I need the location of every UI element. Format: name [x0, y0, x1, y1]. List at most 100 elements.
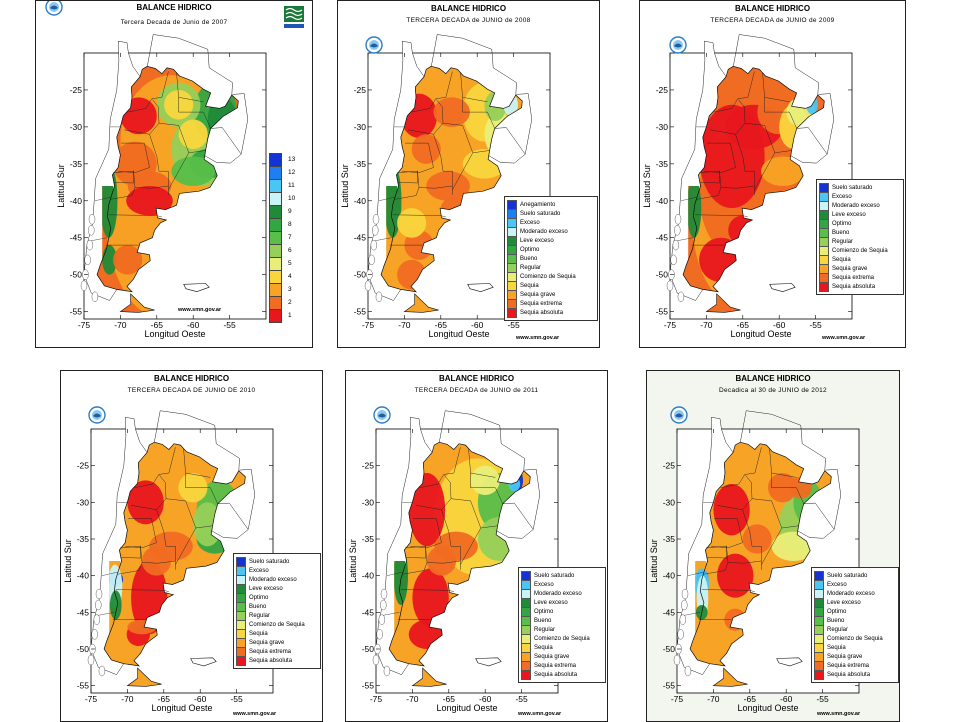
legend-item: Sequia absoluta	[519, 669, 605, 680]
legend-label: 4	[288, 273, 292, 280]
panel-subtitle: TERCERA DECADA de JUNIO de 2008	[406, 17, 531, 24]
panel-title: BALANCE HIDRICO	[136, 3, 212, 12]
legend-item: Optimo	[519, 606, 605, 617]
y-axis-label: Latitud Sur	[340, 164, 350, 208]
legend-item: 5	[269, 256, 295, 271]
legend-item: Sequia absoluta	[505, 307, 597, 318]
legend-item: Exceso	[505, 217, 597, 228]
legend-label: Sequia grave	[249, 639, 285, 646]
legend-item: Sequia extrema	[234, 646, 320, 657]
x-tick-label: -65	[151, 320, 164, 330]
legend-label: Regular	[827, 626, 849, 633]
legend-label: Sequia	[827, 644, 846, 651]
legend-item: Comienzo de Sequia	[817, 245, 903, 256]
legend-item: Bueno	[234, 601, 320, 612]
legend-label: Optimo	[249, 594, 269, 601]
legend-swatch	[269, 204, 282, 219]
legend-item: Exceso	[234, 565, 320, 576]
legend-item: 4	[269, 269, 295, 284]
legend-swatch	[269, 282, 282, 297]
legend-item: Bueno	[817, 227, 903, 238]
y-tick-label: -25	[77, 461, 90, 471]
y-tick-label: -30	[70, 122, 83, 132]
legend-label: Regular	[534, 626, 556, 633]
legend-swatch	[269, 217, 282, 232]
legend-label: Moderado exceso	[520, 228, 568, 235]
legend-label: Regular	[520, 264, 542, 271]
argentina-outline	[682, 65, 825, 293]
legend-label: Leve exceso	[520, 237, 554, 244]
x-tick-label: -55	[223, 320, 236, 330]
panel-subtitle: TERCERA DECADA de JUNIO de 2009	[710, 17, 835, 24]
legend-swatch	[269, 256, 282, 271]
legend-item: Regular	[812, 624, 898, 635]
y-tick-label: -45	[656, 233, 669, 243]
legend-label: Comienzo de Sequia	[249, 621, 305, 628]
province-borders	[371, 71, 495, 246]
legend-numeric: 13 12 11 10 9 8 7 6 5 4 3 2 1	[269, 152, 295, 323]
y-tick-label: -30	[354, 122, 367, 132]
legend-label: Leve exceso	[249, 585, 283, 592]
y-tick-label: -35	[354, 159, 367, 169]
map-svg: -75 -70 -65 -60 -55 -25 -30 -35 -40 -45 -50 -55 Long…	[340, 34, 551, 339]
argentina-outline	[380, 65, 523, 293]
map-panel-2012: BALANCE HIDRICO Decadica al 30 de JUNIO d…	[646, 370, 900, 722]
panel-subtitle: TERCERA DECADA DE JUNIO DE 2010	[127, 387, 256, 394]
y-tick-label: -40	[77, 571, 90, 581]
source-url: www.smn.gov.ar	[178, 307, 222, 313]
y-tick-label: -25	[354, 85, 367, 95]
legend-label: Sequia grave	[520, 291, 556, 298]
legend-item: Sequia grave	[519, 651, 605, 662]
institution-flag-logo	[284, 6, 304, 28]
x-tick-label: -65	[435, 320, 448, 330]
panel-subtitle: TERCERA DECADA de JUNIO de 2011	[414, 387, 539, 394]
province-borders	[87, 71, 211, 246]
legend-item: Sequia	[812, 642, 898, 653]
legend-swatch	[269, 308, 282, 323]
legend-label: Optimo	[520, 246, 540, 253]
legend-label: Sequia extrema	[534, 662, 577, 669]
legend-item: Suelo saturado	[817, 182, 903, 193]
x-tick-label: -55	[816, 694, 829, 704]
malvinas-outline	[467, 283, 494, 293]
legend-swatch	[269, 191, 282, 206]
legend-item: Moderado exceso	[812, 588, 898, 599]
legend-swatch	[269, 165, 282, 180]
x-tick-label: -55	[230, 694, 243, 704]
province-borders	[680, 447, 804, 620]
legend-item: Comienzo de Sequia	[519, 633, 605, 644]
legend-item: Optimo	[812, 606, 898, 617]
y-tick-label: -35	[663, 534, 676, 544]
legend-label: Moderado exceso	[827, 590, 875, 597]
y-tick-label: -50	[362, 644, 375, 654]
x-tick-label: -60	[479, 694, 492, 704]
legend-box: Suelo saturado Exceso Moderado exceso Leve …	[811, 567, 899, 683]
legend-label: Sequia extrema	[832, 274, 875, 281]
legend-label: Bueno	[520, 255, 538, 262]
legend-item: 6	[269, 243, 295, 258]
legend-item: Suelo saturado	[234, 556, 320, 567]
legend-item: Leve exceso	[519, 597, 605, 608]
legend-label: Suelo saturado	[827, 572, 868, 579]
legend-label: Suelo saturado	[520, 210, 561, 217]
legend-item: Sequia absoluta	[234, 655, 320, 666]
legend-item: Leve exceso	[234, 583, 320, 594]
legend-item: Anegamiento	[505, 199, 597, 210]
legend-item: 10	[269, 191, 295, 206]
y-tick-label: -35	[656, 159, 669, 169]
x-axis-label: Longitud Oeste	[730, 329, 791, 339]
legend-label: 2	[288, 299, 292, 306]
legend-item: 8	[269, 217, 295, 232]
y-tick-label: -45	[70, 233, 83, 243]
x-tick-label: -60	[194, 694, 207, 704]
legend-label: Bueno	[534, 617, 552, 624]
legend-item: Sequia	[519, 642, 605, 653]
legend-label: Sequia absoluta	[520, 309, 564, 316]
map-svg: -75 -70 -65 -60 -55 -25 -30 -35 -40 -45 -50 -55 Long…	[642, 34, 853, 339]
legend-item: Sequia	[817, 254, 903, 265]
legend-item: Sequia extrema	[817, 272, 903, 283]
legend-item: Sequia extrema	[505, 298, 597, 309]
legend-swatch	[269, 243, 282, 258]
legend-label: Comienzo de Sequia	[832, 247, 888, 254]
y-tick-label: -50	[663, 644, 676, 654]
